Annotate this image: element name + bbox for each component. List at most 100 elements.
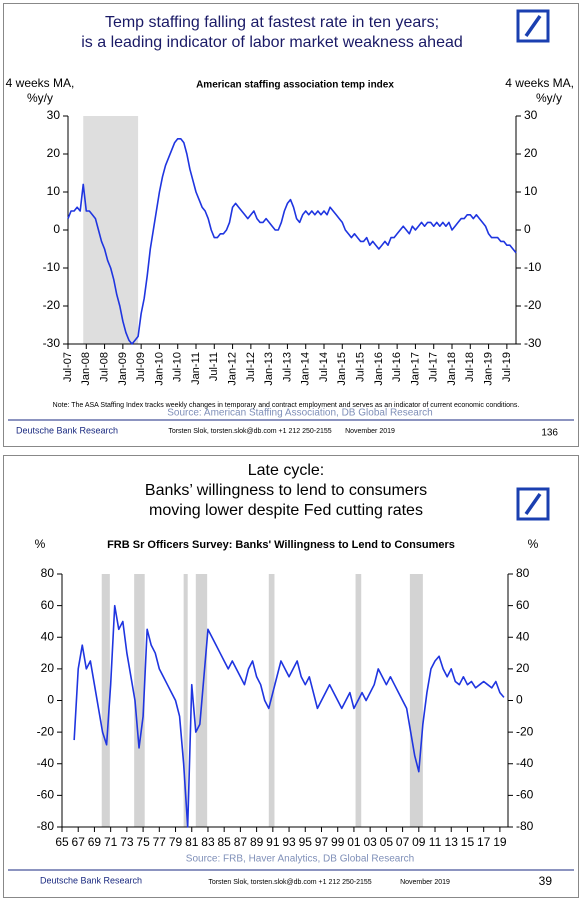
y-tick-label: 60: [41, 598, 55, 612]
y2-tick-label: -30: [524, 336, 542, 350]
x-tick-label: Jan-19: [482, 352, 494, 386]
x-tick-label: 81: [185, 835, 199, 849]
x-tick-label: 65: [55, 835, 69, 849]
x-tick-label: 69: [88, 835, 102, 849]
y2-tick-label: 60: [516, 598, 530, 612]
panel: [3, 3, 579, 447]
footer-author: Torsten Slok, torsten.slok@db.com +1 212…: [168, 428, 331, 435]
footer-left: Deutsche Bank Research: [40, 875, 142, 885]
db-logo: [516, 487, 550, 521]
y-tick-label: 10: [47, 184, 61, 198]
x-tick-label: 09: [412, 835, 426, 849]
x-tick-label: 17: [477, 835, 491, 849]
subtitle: FRB Sr Officers Survey: Banks' Willingne…: [107, 539, 455, 551]
y-tick-label: -60: [37, 788, 55, 802]
x-tick-label: Jan-16: [373, 352, 385, 386]
y2-tick-label: 20: [516, 661, 530, 675]
x-tick-label: Jan-18: [446, 352, 458, 386]
x-tick-label: Jul-10: [172, 352, 184, 382]
data-line: [67, 138, 517, 345]
footer-date: November 2019: [400, 879, 450, 886]
x-tick-label: Jan-12: [226, 352, 238, 386]
source: Source: American Staffing Association, D…: [167, 408, 433, 419]
y-tick-label: 30: [47, 108, 61, 122]
x-tick-label: 73: [120, 835, 134, 849]
x-tick-label: 15: [461, 835, 475, 849]
title: is a leading indicator of labor market w…: [81, 34, 463, 51]
y2-tick-label: 80: [516, 566, 530, 580]
y2-axis-label: %: [528, 537, 539, 551]
y-tick-label: -30: [43, 336, 61, 350]
y2-tick-label: -20: [524, 298, 542, 312]
y2-tick-label: 40: [516, 629, 530, 643]
recession-band: [409, 574, 423, 827]
x-tick-label: Jan-14: [300, 352, 312, 386]
footer-left: Deutsche Bank Research: [16, 425, 118, 435]
x-tick-label: Jan-08: [80, 352, 92, 386]
x-tick-label: 85: [218, 835, 232, 849]
x-tick-label: Jan-10: [153, 352, 165, 386]
x-tick-label: Jan-09: [117, 352, 129, 386]
y2-axis-label: %y/y: [536, 91, 562, 105]
y-tick-label: 20: [41, 661, 55, 675]
x-tick-label: Jan-17: [409, 352, 421, 386]
x-tick-label: Jan-15: [336, 352, 348, 386]
y2-tick-label: 20: [524, 146, 538, 160]
x-tick-label: 13: [445, 835, 459, 849]
x-tick-label: Jul-18: [464, 352, 476, 382]
y2-tick-label: -40: [516, 756, 534, 770]
x-tick-label: 95: [299, 835, 313, 849]
data-line: [73, 604, 505, 828]
y-tick-label: 20: [47, 146, 61, 160]
x-tick-label: 05: [380, 835, 394, 849]
x-tick-label: Jul-15: [354, 352, 366, 382]
title: moving lower despite Fed cutting rates: [149, 502, 423, 519]
y2-tick-label: -10: [524, 260, 542, 274]
y-tick-label: 40: [41, 629, 55, 643]
y2-tick-label: 10: [524, 184, 538, 198]
x-tick-label: 97: [315, 835, 329, 849]
title: Temp staffing falling at fastest rate in…: [105, 14, 439, 31]
subtitle: American staffing association temp index: [196, 80, 394, 91]
y2-tick-label: -60: [516, 788, 534, 802]
page-number: 39: [539, 874, 553, 888]
y2-tick-label: -20: [516, 724, 534, 738]
x-tick-label: Jul-19: [501, 352, 513, 382]
source: Source: FRB, Haver Analytics, DB Global …: [186, 854, 414, 865]
x-tick-label: 83: [201, 835, 215, 849]
y-tick-label: -20: [43, 298, 61, 312]
panel: [3, 455, 579, 898]
footer-date: November 2019: [345, 428, 395, 435]
y-tick-label: -10: [43, 260, 61, 274]
x-tick-label: 71: [104, 835, 118, 849]
y-tick-label: -20: [37, 724, 55, 738]
title: Banks’ willingness to lend to consumers: [145, 482, 427, 499]
x-tick-label: 91: [266, 835, 280, 849]
x-tick-label: 07: [396, 835, 410, 849]
x-tick-label: Jul-16: [391, 352, 403, 382]
title: Late cycle:: [248, 462, 324, 479]
x-tick-label: 11: [429, 835, 442, 849]
x-tick-label: 99: [331, 835, 345, 849]
y-tick-label: 0: [53, 222, 60, 236]
y2-axis-label: 4 weeks MA,: [505, 76, 574, 90]
y2-tick-label: 0: [516, 693, 523, 707]
recession-band: [134, 574, 145, 827]
x-tick-label: Jul-07: [62, 352, 74, 382]
footer-author: Torsten Slok, torsten.slok@db.com +1 212…: [208, 879, 371, 886]
page-number: 136: [541, 428, 558, 439]
y-tick-label: -40: [37, 756, 55, 770]
recession-band: [101, 574, 110, 827]
x-tick-label: 01: [347, 835, 361, 849]
y-axis-label: %: [35, 537, 46, 551]
y2-tick-label: 30: [524, 108, 538, 122]
recession-band: [83, 116, 139, 344]
x-tick-label: 79: [169, 835, 183, 849]
y-tick-label: -80: [37, 819, 55, 833]
x-tick-label: 77: [153, 835, 167, 849]
x-tick-label: 19: [493, 835, 507, 849]
y2-tick-label: 0: [524, 222, 531, 236]
x-tick-label: Jul-14: [318, 352, 330, 382]
